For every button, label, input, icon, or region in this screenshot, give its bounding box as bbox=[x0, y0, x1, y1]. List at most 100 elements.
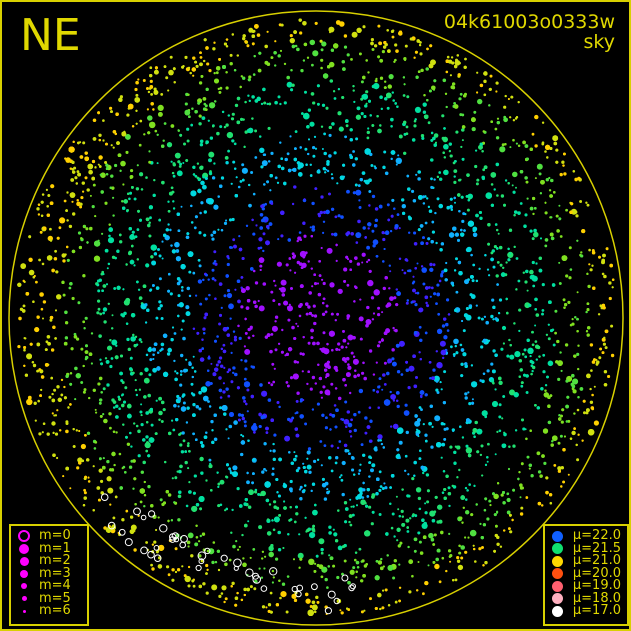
star bbox=[120, 354, 123, 358]
star bbox=[97, 163, 100, 166]
star bbox=[396, 404, 400, 409]
star bbox=[160, 347, 164, 351]
star bbox=[311, 285, 314, 288]
star bbox=[398, 563, 401, 566]
star bbox=[360, 80, 364, 84]
star bbox=[320, 48, 324, 52]
star bbox=[313, 314, 318, 318]
star bbox=[215, 363, 219, 367]
star bbox=[393, 559, 397, 563]
star bbox=[544, 211, 548, 215]
star bbox=[430, 286, 434, 290]
star bbox=[369, 597, 372, 601]
star bbox=[321, 103, 326, 107]
star bbox=[146, 108, 149, 111]
star bbox=[150, 423, 154, 427]
star bbox=[42, 300, 47, 304]
star bbox=[424, 221, 428, 225]
star bbox=[341, 96, 345, 99]
star bbox=[589, 343, 594, 347]
star bbox=[179, 443, 183, 447]
star bbox=[118, 452, 122, 456]
star bbox=[142, 460, 146, 465]
star bbox=[308, 311, 312, 316]
star bbox=[199, 357, 205, 362]
star bbox=[312, 304, 316, 308]
star bbox=[544, 389, 547, 392]
star bbox=[246, 388, 250, 392]
star bbox=[414, 420, 421, 427]
star bbox=[390, 157, 393, 160]
star bbox=[445, 70, 449, 74]
star bbox=[246, 410, 249, 413]
star bbox=[285, 610, 289, 614]
star bbox=[335, 259, 338, 262]
star bbox=[73, 166, 77, 170]
star bbox=[577, 344, 580, 347]
star bbox=[577, 367, 580, 371]
star bbox=[231, 217, 235, 222]
star bbox=[364, 431, 368, 435]
star bbox=[195, 536, 199, 539]
star bbox=[18, 316, 22, 321]
star bbox=[222, 390, 226, 394]
star bbox=[445, 474, 449, 478]
star bbox=[454, 64, 458, 69]
star bbox=[112, 196, 115, 199]
star bbox=[242, 396, 246, 400]
star bbox=[450, 56, 454, 59]
star bbox=[291, 83, 295, 87]
star bbox=[459, 92, 463, 96]
star bbox=[132, 333, 135, 337]
star bbox=[522, 140, 526, 145]
star bbox=[234, 103, 239, 108]
star bbox=[160, 317, 164, 320]
star bbox=[236, 279, 241, 284]
star bbox=[277, 54, 281, 58]
star bbox=[54, 432, 59, 436]
star bbox=[126, 442, 131, 446]
star bbox=[389, 296, 394, 301]
star bbox=[433, 133, 439, 138]
star bbox=[493, 188, 496, 191]
star bbox=[448, 549, 452, 553]
star bbox=[74, 366, 78, 371]
star bbox=[464, 550, 468, 554]
star bbox=[446, 55, 450, 59]
star bbox=[299, 250, 307, 258]
star bbox=[490, 257, 494, 262]
star bbox=[126, 337, 130, 342]
star bbox=[591, 360, 596, 364]
star bbox=[213, 437, 218, 442]
star bbox=[151, 260, 157, 266]
star bbox=[274, 64, 277, 67]
star bbox=[366, 305, 370, 310]
star bbox=[471, 381, 478, 388]
star bbox=[441, 114, 445, 118]
star bbox=[426, 500, 430, 504]
star bbox=[122, 465, 126, 469]
star bbox=[400, 373, 404, 376]
star bbox=[366, 130, 370, 135]
star bbox=[377, 592, 382, 598]
star bbox=[280, 591, 287, 598]
star bbox=[246, 480, 250, 485]
star bbox=[266, 30, 269, 33]
star bbox=[483, 315, 486, 318]
star bbox=[295, 512, 299, 516]
star bbox=[28, 269, 35, 276]
star bbox=[176, 470, 179, 473]
star bbox=[27, 395, 32, 400]
star bbox=[403, 57, 407, 61]
star bbox=[487, 242, 490, 246]
star bbox=[357, 219, 361, 224]
star bbox=[103, 320, 107, 324]
star bbox=[210, 233, 214, 237]
star bbox=[162, 408, 166, 412]
star bbox=[173, 332, 177, 335]
star bbox=[289, 506, 292, 509]
star bbox=[440, 388, 443, 391]
star bbox=[354, 551, 358, 554]
star bbox=[476, 450, 480, 454]
star bbox=[398, 586, 402, 589]
